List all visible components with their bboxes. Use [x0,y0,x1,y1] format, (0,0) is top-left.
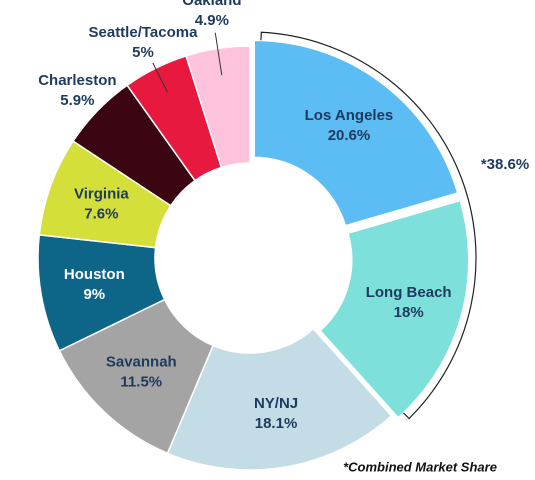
slice [253,39,459,227]
value-label: 18% [394,304,424,321]
slice [185,45,251,169]
slice-label: Savannah [106,354,177,371]
slice-label: Houston [64,266,125,283]
slice-label: Virginia [74,185,129,202]
slice-label: Oakland [182,0,241,9]
value-label: 5% [132,44,154,61]
slice-label: Charleston [38,72,116,89]
value-label: 7.6% [84,205,118,222]
leader-line [152,62,168,93]
value-label: 18.1% [255,415,298,432]
value-label: 5.9% [60,92,94,109]
slice-label: NY/NJ [254,395,298,412]
slice-label: Los Angeles [305,107,394,124]
slice-label: Long Beach [366,284,452,301]
combined-label: *38.6% [481,156,529,173]
bracket [260,31,477,420]
slice-label: Seattle/Tacoma [89,24,199,41]
value-label: 4.9% [195,12,229,29]
slice [166,327,393,471]
footnote: *Combined Market Share [343,459,497,474]
value-label: 9% [83,286,105,303]
leader-line [214,32,223,76]
value-label: 20.6% [328,127,371,144]
value-label: 11.5% [120,374,162,391]
slice [319,199,470,419]
